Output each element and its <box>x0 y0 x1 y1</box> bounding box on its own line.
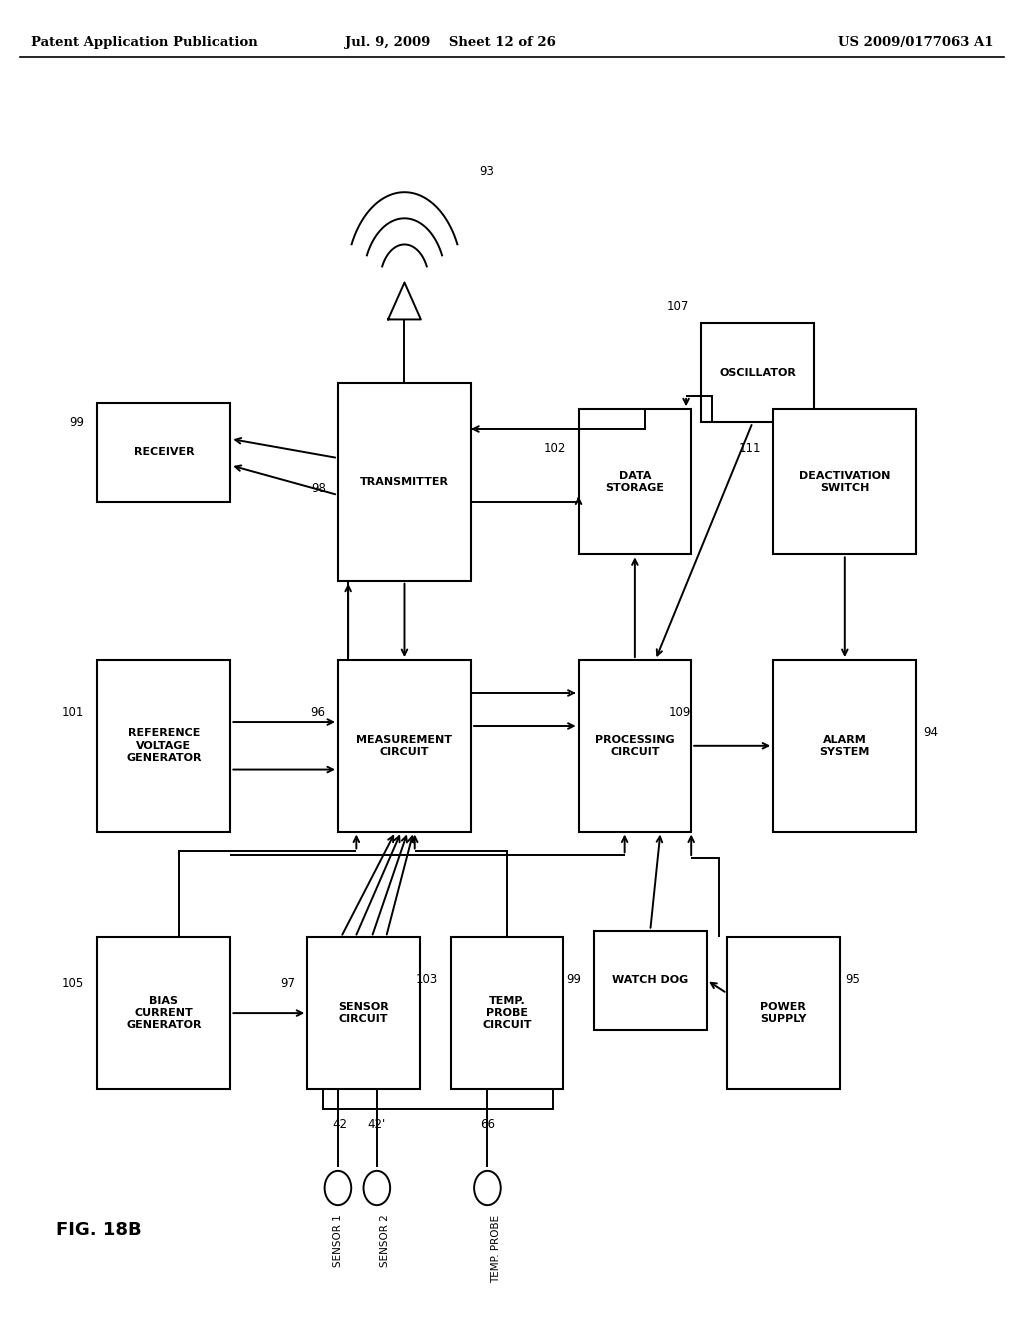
Bar <box>97 403 230 502</box>
Text: 42: 42 <box>333 1118 347 1131</box>
Text: 102: 102 <box>544 442 566 455</box>
Text: SENSOR
CIRCUIT: SENSOR CIRCUIT <box>338 1002 389 1024</box>
Bar <box>338 660 471 832</box>
Text: REFERENCE
VOLTAGE
GENERATOR: REFERENCE VOLTAGE GENERATOR <box>126 729 202 763</box>
Text: 95: 95 <box>845 973 860 986</box>
Text: 111: 111 <box>738 442 761 455</box>
Text: 99: 99 <box>69 416 84 429</box>
Text: MEASUREMENT
CIRCUIT: MEASUREMENT CIRCUIT <box>356 735 453 756</box>
Bar <box>307 937 420 1089</box>
Text: 98: 98 <box>310 482 326 495</box>
Bar <box>97 660 230 832</box>
Bar <box>451 937 563 1089</box>
Text: OSCILLATOR: OSCILLATOR <box>719 368 797 378</box>
Bar <box>97 937 230 1089</box>
Text: 94: 94 <box>924 726 939 739</box>
Bar <box>579 409 691 554</box>
Bar <box>727 937 840 1089</box>
Text: WATCH DOG: WATCH DOG <box>612 975 688 985</box>
Text: DATA
STORAGE: DATA STORAGE <box>605 471 665 492</box>
Text: TEMP.
PROBE
CIRCUIT: TEMP. PROBE CIRCUIT <box>482 995 531 1031</box>
Text: TEMP. PROBE: TEMP. PROBE <box>490 1214 501 1283</box>
Bar <box>338 383 471 581</box>
Text: POWER
SUPPLY: POWER SUPPLY <box>760 1002 807 1024</box>
Text: PROCESSING
CIRCUIT: PROCESSING CIRCUIT <box>595 735 675 756</box>
Text: SENSOR 2: SENSOR 2 <box>380 1214 390 1267</box>
Bar <box>773 409 916 554</box>
Text: 107: 107 <box>667 300 689 313</box>
Bar <box>579 660 691 832</box>
Text: RECEIVER: RECEIVER <box>133 447 195 457</box>
Text: Patent Application Publication: Patent Application Publication <box>31 36 257 49</box>
Text: Jul. 9, 2009    Sheet 12 of 26: Jul. 9, 2009 Sheet 12 of 26 <box>345 36 556 49</box>
Text: DEACTIVATION
SWITCH: DEACTIVATION SWITCH <box>799 471 891 492</box>
Bar <box>773 660 916 832</box>
Text: 93: 93 <box>479 165 495 178</box>
Text: ALARM
SYSTEM: ALARM SYSTEM <box>819 735 870 756</box>
Text: 101: 101 <box>61 706 84 719</box>
Text: 109: 109 <box>669 706 691 719</box>
Text: 105: 105 <box>61 977 84 990</box>
Text: TRANSMITTER: TRANSMITTER <box>360 477 449 487</box>
Text: 103: 103 <box>416 973 438 986</box>
Text: 96: 96 <box>310 706 326 719</box>
Text: BIAS
CURRENT
GENERATOR: BIAS CURRENT GENERATOR <box>126 995 202 1031</box>
Bar <box>594 931 707 1030</box>
Text: 66: 66 <box>480 1118 495 1131</box>
Text: 99: 99 <box>566 973 582 986</box>
Text: 42': 42' <box>368 1118 386 1131</box>
Bar <box>701 323 814 422</box>
Text: 97: 97 <box>280 977 295 990</box>
Text: US 2009/0177063 A1: US 2009/0177063 A1 <box>838 36 993 49</box>
Text: FIG. 18B: FIG. 18B <box>56 1221 142 1239</box>
Text: SENSOR 1: SENSOR 1 <box>333 1214 343 1267</box>
